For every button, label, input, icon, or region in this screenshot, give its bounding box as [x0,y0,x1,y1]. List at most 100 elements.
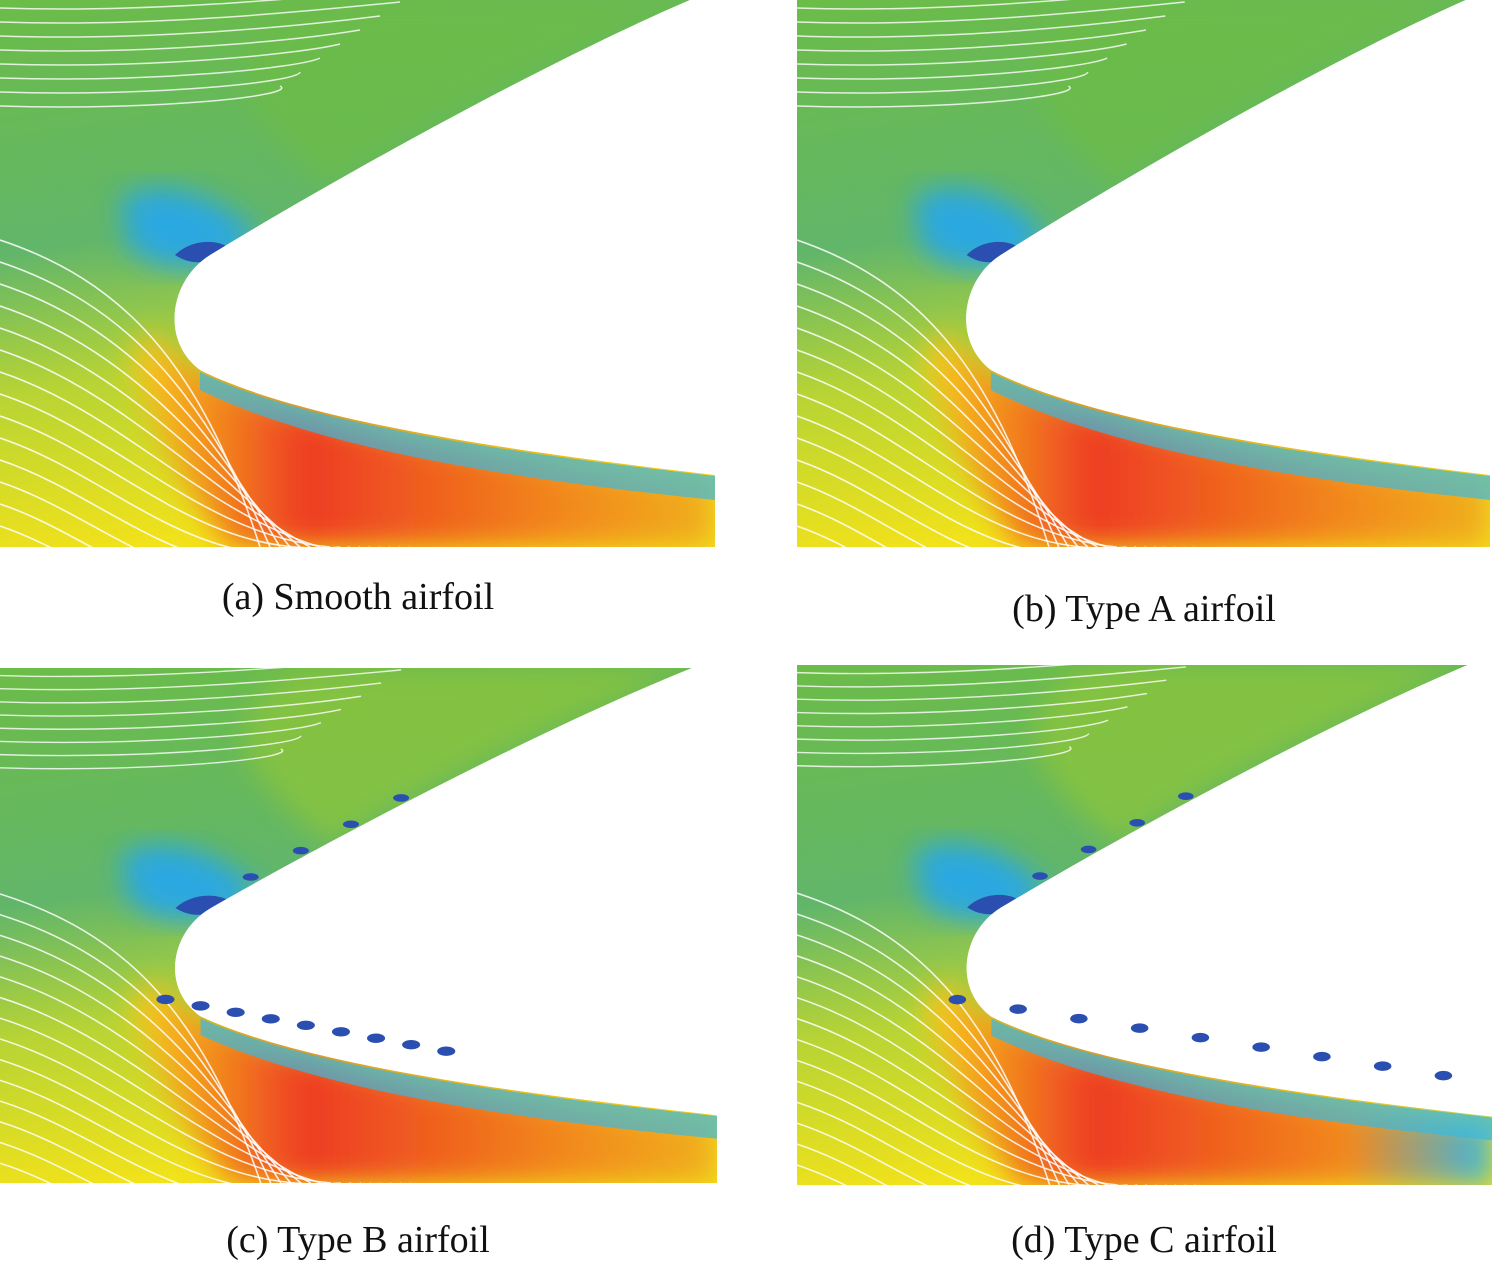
upper-flow [244,668,692,847]
streamline [0,708,342,730]
streamline [797,719,1109,741]
vortex [948,994,967,1005]
vortex [1070,1013,1088,1024]
vortex [1434,1070,1453,1081]
airfoil [175,668,717,1116]
streamline [797,1143,1167,1185]
streamline [0,1079,351,1183]
vortex [342,820,360,829]
vortex [1373,1061,1392,1071]
streamline [0,15,381,38]
streamline [797,665,1074,675]
vortex [1080,845,1097,854]
vortex [437,1046,456,1056]
streamline [797,437,1137,547]
pressure-band [130,330,715,547]
streamline [797,43,1127,66]
streamline [797,57,1108,80]
airfoil [966,665,1492,1117]
streamline [0,57,321,80]
streamline [797,415,1127,547]
streamline [0,695,362,717]
vortex [226,1007,245,1018]
vortex [156,994,175,1005]
streamline [0,1162,392,1183]
vortex [242,873,259,881]
vortex [192,899,209,908]
streamline [0,29,361,52]
streamline [0,0,285,10]
caption: (c) Type B airfoil [226,1219,490,1261]
streamline [797,327,1089,547]
vortex [1032,872,1048,880]
vortex [1313,1051,1331,1062]
streamline [797,666,1186,688]
streamline [0,415,340,547]
vortex [402,1040,421,1050]
upper-flow [1034,665,1468,846]
streamline [0,43,341,66]
upper-flow [1033,0,1466,190]
streamline [0,71,301,94]
vortex [367,1033,386,1043]
upper-flow [244,0,690,190]
streamline [797,239,1050,547]
streamline [797,349,1098,547]
caption: (b) Type A airfoil [1012,588,1276,630]
streamline [797,525,1175,547]
streamline [797,85,1071,108]
vortex [261,1014,280,1024]
flow-panel-c [0,668,717,1183]
streamline [0,748,284,770]
streamline [0,668,286,678]
flow-panel-a [0,0,715,547]
streamline [0,682,382,704]
streamline [0,327,301,547]
streamline [797,1,1185,24]
streamline [0,1038,331,1183]
vortex [1009,1004,1027,1014]
streamline [797,1017,1109,1185]
streamline [0,503,380,547]
streamline [797,1059,1128,1185]
streamline [797,305,1079,547]
streamline [797,732,1090,755]
streamline [0,976,302,1183]
flow-panel-d [797,665,1492,1185]
streamline [797,371,1108,547]
streamline [0,996,312,1183]
streamline [0,437,350,547]
streamline [0,1100,362,1183]
streamline [0,305,291,547]
vortex [393,794,410,802]
streamline [0,721,322,744]
caption: (a) Smooth airfoil [221,576,495,618]
streamline [0,1121,372,1183]
streamline [0,1141,382,1183]
streamline [797,15,1166,38]
vortex [331,1027,350,1037]
streamline [797,393,1117,547]
pressure-band [130,978,717,1183]
streamline [0,735,302,757]
streamline [0,349,311,547]
streamline [797,71,1089,94]
streamline [0,393,331,547]
caption: (d) Type C airfoil [1011,1219,1277,1261]
streamline [0,1,401,24]
streamline [797,892,1051,1185]
vortex [983,898,1000,907]
streamline [797,1122,1157,1185]
streamline [797,1164,1177,1185]
streamline [797,0,1073,10]
streamline [797,976,1090,1185]
streamline [0,239,261,547]
surface-layer [991,1018,1492,1141]
streamline [0,1017,322,1183]
vortex [1252,1042,1270,1052]
streamline [797,997,1099,1185]
surface-layer [200,1018,717,1139]
vortex [1178,792,1194,800]
streamline [0,85,283,108]
